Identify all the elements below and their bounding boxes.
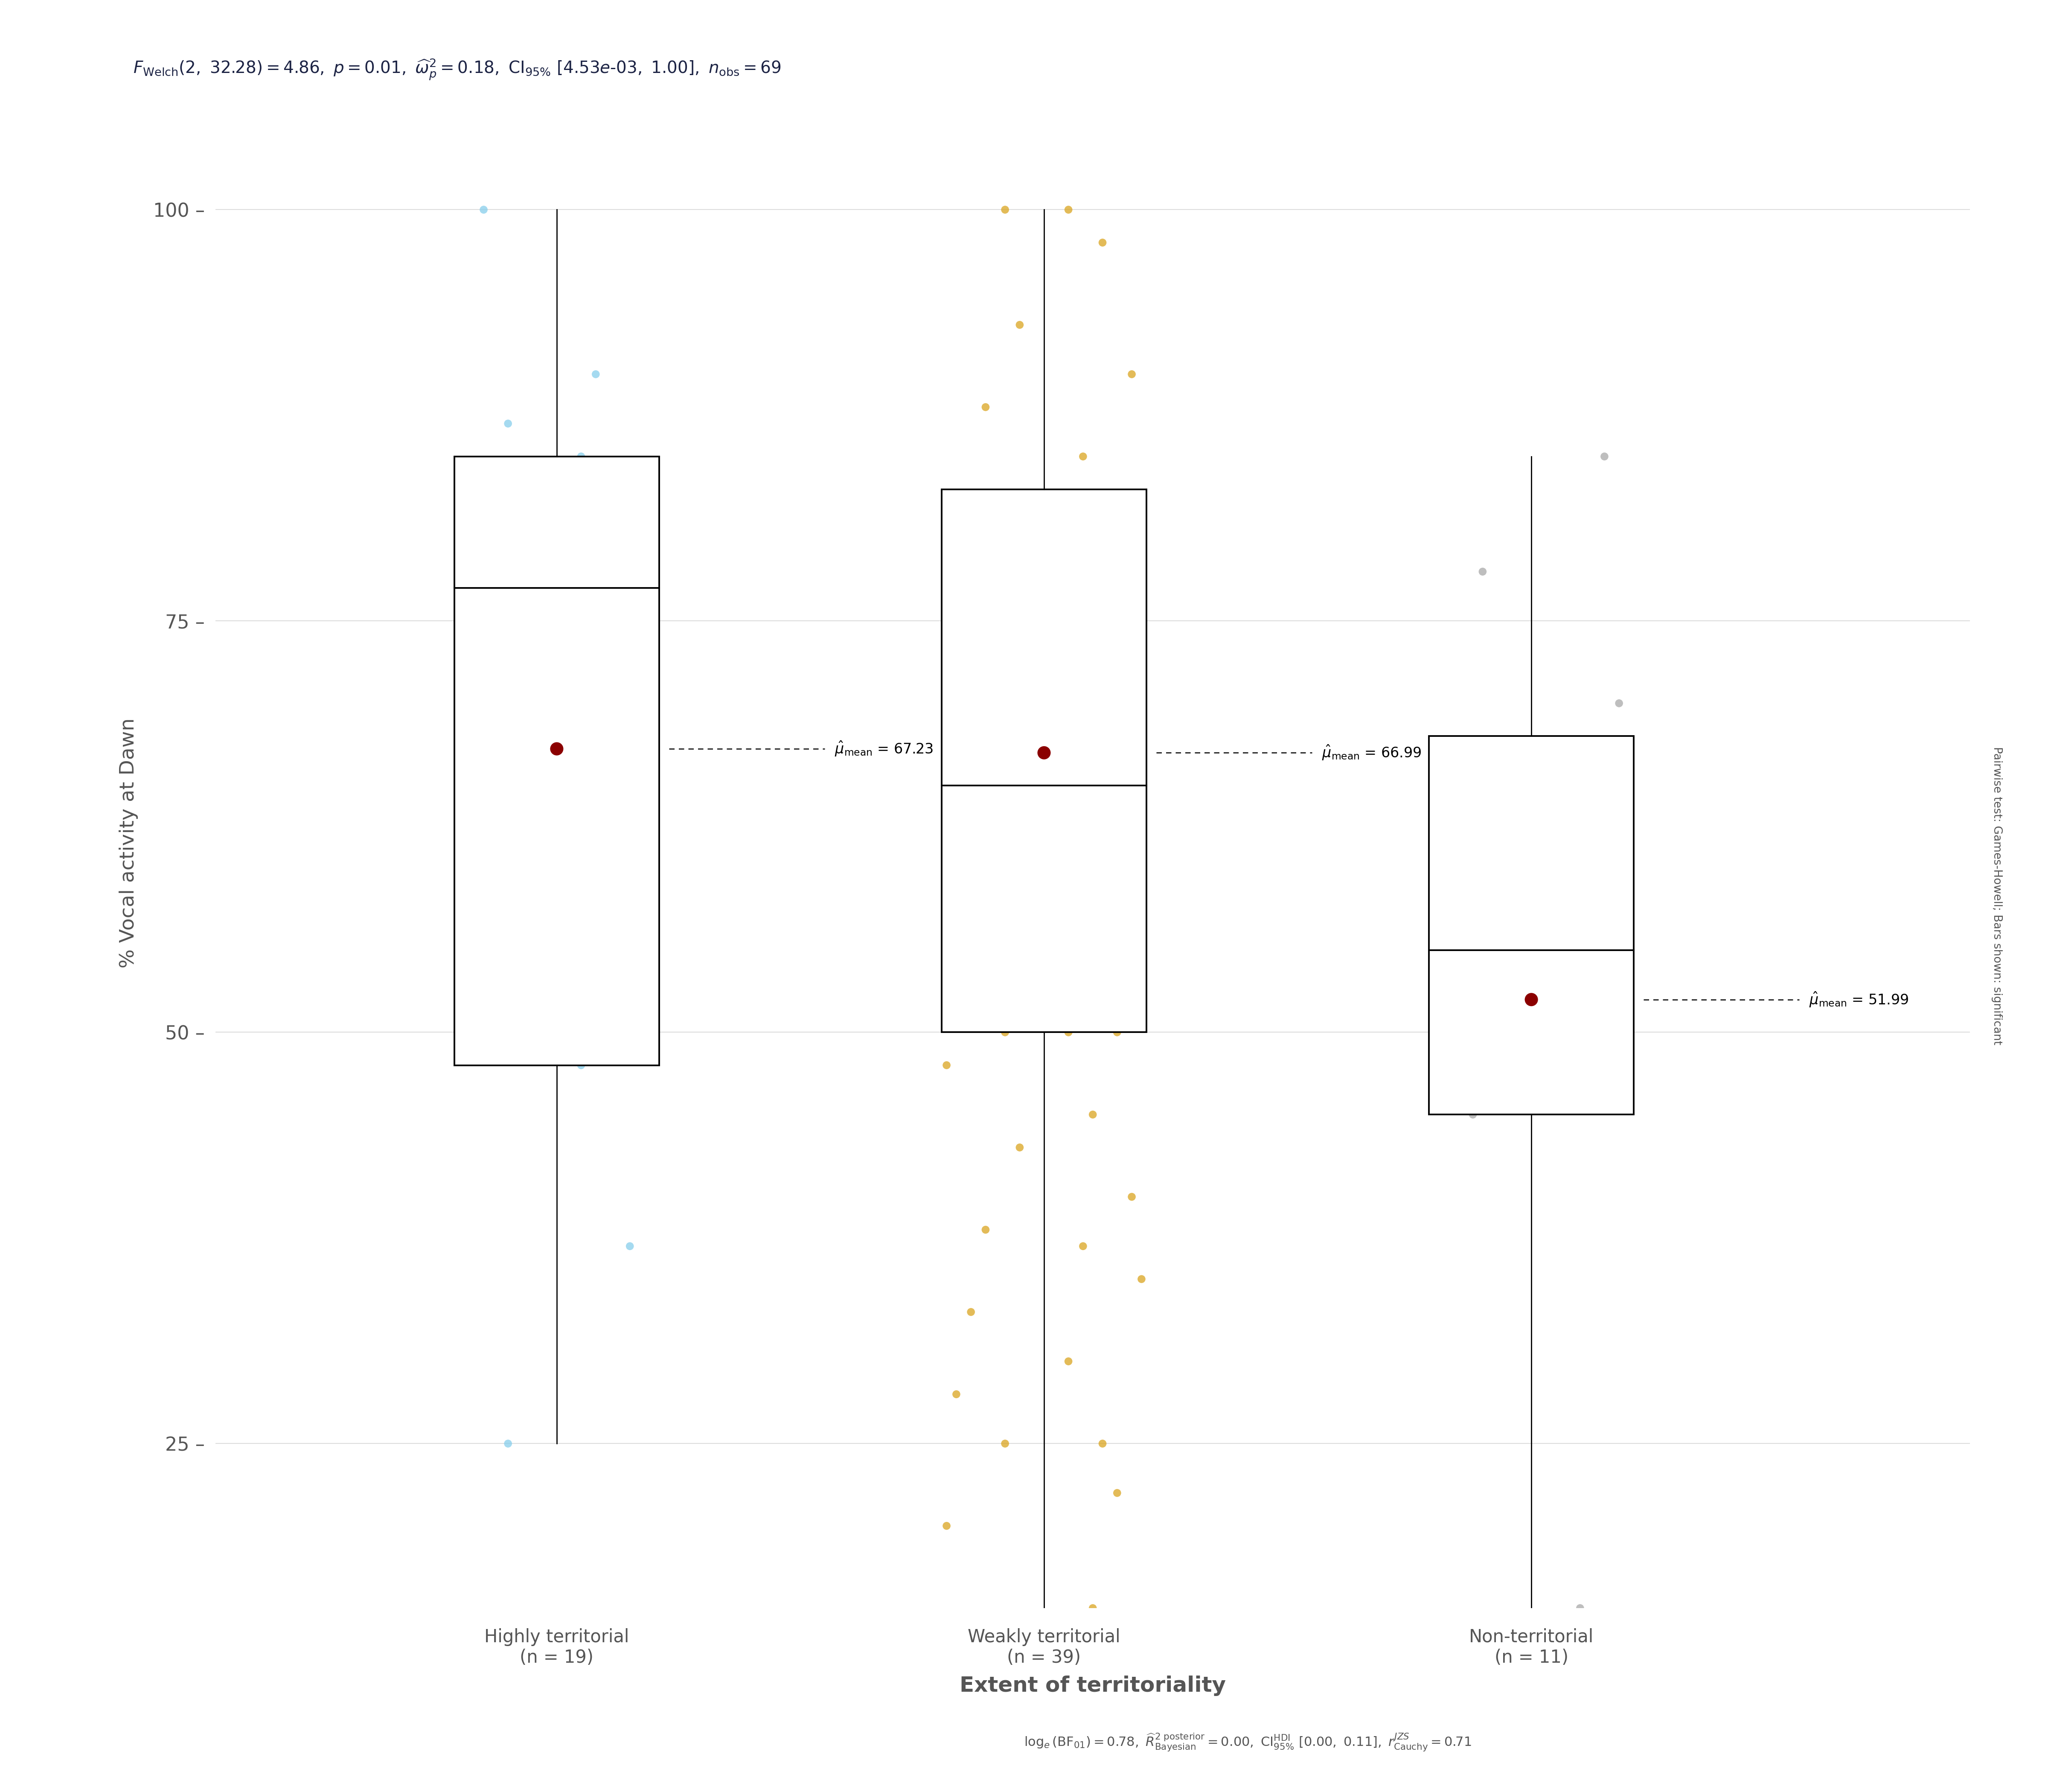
Point: [1427, 887, 1460, 916]
Text: $\it{F}_{\mathrm{Welch}}(2,\ 32.28) = 4.86,\ p = 0.01,\ \widehat{\omega}_p^2 = 0: $\it{F}_{\mathrm{Welch}}(2,\ 32.28) = 4.…: [133, 57, 780, 81]
Point: [590, 771, 623, 799]
Point: [1077, 1100, 1110, 1129]
Point: [637, 1018, 670, 1047]
Bar: [1430, 737, 1634, 1115]
Point: [1053, 195, 1085, 224]
Point: [969, 392, 1001, 421]
Bar: [455, 457, 659, 1064]
Point: [492, 1430, 524, 1459]
Point: [1067, 443, 1100, 471]
Point: [598, 541, 631, 570]
Point: [1554, 853, 1587, 882]
Point: [1053, 1348, 1085, 1376]
Point: [930, 1511, 963, 1539]
Point: [502, 1034, 535, 1063]
Point: [1491, 986, 1524, 1014]
Point: [1004, 1133, 1036, 1161]
Point: [1573, 935, 1606, 964]
Point: [629, 541, 662, 570]
Point: [1004, 688, 1036, 717]
Point: [1116, 1183, 1149, 1211]
Point: [954, 1297, 987, 1326]
Point: [580, 360, 612, 389]
Point: [954, 525, 987, 554]
Point: [1124, 821, 1157, 849]
Point: [614, 1231, 647, 1260]
Point: [1466, 557, 1499, 586]
Point: [565, 1050, 598, 1079]
Point: [1100, 656, 1133, 685]
Point: [1442, 771, 1475, 799]
Point: [453, 491, 485, 520]
Point: [1587, 443, 1620, 471]
Point: [979, 754, 1012, 783]
Text: Pairwise test: Games-Howell; Bars shown: significant: Pairwise test: Games-Howell; Bars shown:…: [1991, 747, 2003, 1045]
Point: [481, 821, 514, 849]
Point: [1456, 1100, 1489, 1129]
Bar: [942, 489, 1147, 1032]
Point: [516, 573, 549, 602]
Point: [1604, 688, 1636, 717]
Point: [1116, 360, 1149, 389]
Point: [989, 1018, 1022, 1047]
X-axis label: Extent of territoriality: Extent of territoriality: [961, 1676, 1227, 1695]
Point: [467, 195, 500, 224]
Point: [1612, 1018, 1645, 1047]
Y-axis label: % Vocal activity at Dawn: % Vocal activity at Dawn: [119, 719, 139, 968]
Text: $\hat{\mu}_{\mathrm{mean}}$ = 51.99: $\hat{\mu}_{\mathrm{mean}}$ = 51.99: [1808, 991, 1909, 1009]
Point: [940, 1380, 973, 1409]
Point: [1077, 557, 1110, 586]
Point: [1085, 228, 1118, 256]
Point: [930, 607, 963, 636]
Point: [1028, 738, 1061, 767]
Point: [467, 986, 500, 1014]
Point: [1053, 771, 1085, 799]
Point: [541, 735, 573, 763]
Point: [940, 935, 973, 964]
Point: [1100, 1478, 1133, 1507]
Point: [1067, 887, 1100, 916]
Point: [565, 443, 598, 471]
Point: [442, 656, 475, 685]
Point: [1116, 722, 1149, 751]
Point: [989, 195, 1022, 224]
Point: [989, 1430, 1022, 1459]
Point: [1004, 310, 1036, 339]
Text: $\log_e(\mathrm{BF}_{01}) = 0.78,\ \widehat{R}^{2\ \mathrm{posterior}}_{\mathrm{: $\log_e(\mathrm{BF}_{01}) = 0.78,\ \wide…: [1024, 1733, 1470, 1753]
Point: [1053, 1018, 1085, 1047]
Point: [1124, 1265, 1157, 1294]
Point: [954, 853, 987, 882]
Point: [1085, 986, 1118, 1014]
Point: [1085, 1430, 1118, 1459]
Point: [930, 1050, 963, 1079]
Point: [1124, 491, 1157, 520]
Point: [1516, 986, 1548, 1014]
Point: [614, 607, 647, 636]
Point: [969, 1215, 1001, 1244]
Point: [1565, 1593, 1597, 1622]
Point: [1067, 1231, 1100, 1260]
Text: $\hat{\mu}_{\mathrm{mean}}$ = 67.23: $\hat{\mu}_{\mathrm{mean}}$ = 67.23: [834, 740, 934, 758]
Point: [580, 887, 612, 916]
Text: $\hat{\mu}_{\mathrm{mean}}$ = 66.99: $\hat{\mu}_{\mathrm{mean}}$ = 66.99: [1321, 744, 1421, 762]
Point: [492, 409, 524, 437]
Point: [1100, 1018, 1133, 1047]
Point: [1077, 1593, 1110, 1622]
